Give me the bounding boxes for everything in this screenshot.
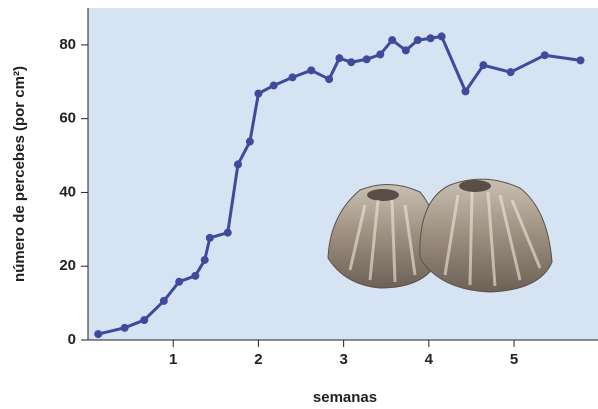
data-point <box>307 66 315 74</box>
data-point <box>427 34 435 42</box>
x-tick-label: 4 <box>425 351 434 368</box>
y-tick-label: 20 <box>59 257 76 274</box>
data-point <box>577 56 585 64</box>
y-tick-label: 40 <box>59 183 76 200</box>
data-point <box>479 61 487 69</box>
chart: semanas número de percebes (por cm²) 0 20… <box>0 0 598 409</box>
data-point <box>206 234 214 242</box>
data-point <box>325 75 333 83</box>
y-axis-label: número de percebes (por cm²) <box>11 66 28 282</box>
data-point <box>507 68 515 76</box>
data-point <box>289 73 297 81</box>
data-point <box>270 81 278 89</box>
data-point <box>438 32 446 40</box>
data-point <box>402 46 410 54</box>
data-point <box>335 54 343 62</box>
data-point <box>140 316 148 324</box>
x-tick-label: 1 <box>169 351 177 368</box>
y-tick-label: 60 <box>59 110 76 127</box>
data-point <box>224 229 232 237</box>
data-point <box>94 330 102 338</box>
data-point <box>541 51 549 59</box>
data-point <box>414 36 422 44</box>
data-point <box>388 36 396 44</box>
x-tick-label: 5 <box>510 351 518 368</box>
data-point <box>376 50 384 58</box>
data-point <box>191 272 199 280</box>
data-point <box>234 160 242 168</box>
data-point <box>121 324 129 332</box>
data-point <box>347 58 355 66</box>
barnacle-image <box>328 179 552 292</box>
data-point <box>160 297 168 305</box>
y-tick-label: 80 <box>59 36 76 53</box>
data-point <box>254 90 262 98</box>
data-point <box>363 55 371 63</box>
x-tick-label: 2 <box>254 351 262 368</box>
data-point <box>175 278 183 286</box>
data-point <box>246 138 254 146</box>
data-point <box>201 256 209 264</box>
x-tick-label: 3 <box>339 351 347 368</box>
y-tick-label: 0 <box>68 331 76 348</box>
data-point <box>461 87 469 95</box>
x-axis-label: semanas <box>313 389 377 406</box>
